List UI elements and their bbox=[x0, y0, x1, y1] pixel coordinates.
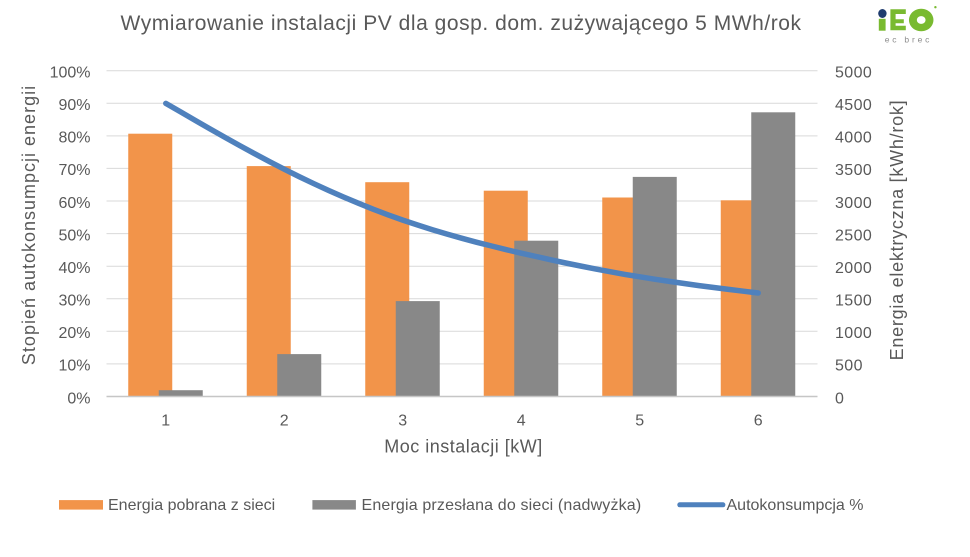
svg-text:ec brec: ec brec bbox=[885, 35, 932, 45]
svg-text:40%: 40% bbox=[58, 260, 90, 277]
svg-text:30%: 30% bbox=[58, 293, 90, 310]
svg-text:4000: 4000 bbox=[835, 130, 872, 147]
svg-text:2000: 2000 bbox=[835, 260, 872, 277]
svg-text:3000: 3000 bbox=[835, 195, 872, 212]
svg-text:5: 5 bbox=[635, 413, 644, 430]
svg-text:1: 1 bbox=[161, 413, 170, 430]
svg-text:2: 2 bbox=[280, 413, 289, 430]
svg-text:5000: 5000 bbox=[835, 65, 872, 82]
svg-text:70%: 70% bbox=[58, 162, 90, 179]
svg-text:Energia elektryczna [kWh/rok]: Energia elektryczna [kWh/rok] bbox=[887, 100, 907, 361]
svg-text:500: 500 bbox=[835, 358, 863, 375]
svg-text:1500: 1500 bbox=[835, 293, 872, 310]
svg-text:50%: 50% bbox=[58, 227, 90, 244]
svg-text:3500: 3500 bbox=[835, 162, 872, 179]
svg-text:60%: 60% bbox=[58, 195, 90, 212]
svg-text:0: 0 bbox=[835, 390, 844, 407]
svg-text:0%: 0% bbox=[67, 390, 90, 407]
svg-text:2500: 2500 bbox=[835, 227, 872, 244]
svg-text:Autokonsumpcja %: Autokonsumpcja % bbox=[727, 497, 864, 514]
svg-text:3: 3 bbox=[398, 413, 407, 430]
svg-text:Energia przesłana do sieci (na: Energia przesłana do sieci (nadwyżka) bbox=[362, 497, 642, 514]
svg-text:90%: 90% bbox=[58, 97, 90, 114]
svg-text:4: 4 bbox=[517, 413, 526, 430]
svg-text:20%: 20% bbox=[58, 325, 90, 342]
svg-text:1000: 1000 bbox=[835, 325, 872, 342]
svg-text:100%: 100% bbox=[50, 65, 91, 82]
svg-text:Stopień autokonsumpcji energii: Stopień autokonsumpcji energii bbox=[19, 85, 39, 365]
svg-text:10%: 10% bbox=[58, 358, 90, 375]
svg-text:80%: 80% bbox=[58, 130, 90, 147]
svg-text:6: 6 bbox=[754, 413, 763, 430]
svg-text:Energia pobrana z sieci: Energia pobrana z sieci bbox=[108, 497, 275, 514]
svg-text:4500: 4500 bbox=[835, 97, 872, 114]
svg-text:Moc instalacji [kW]: Moc instalacji [kW] bbox=[384, 437, 543, 457]
svg-text:Wymiarowanie instalacji PV dla: Wymiarowanie instalacji PV dla gosp. dom… bbox=[121, 12, 802, 35]
